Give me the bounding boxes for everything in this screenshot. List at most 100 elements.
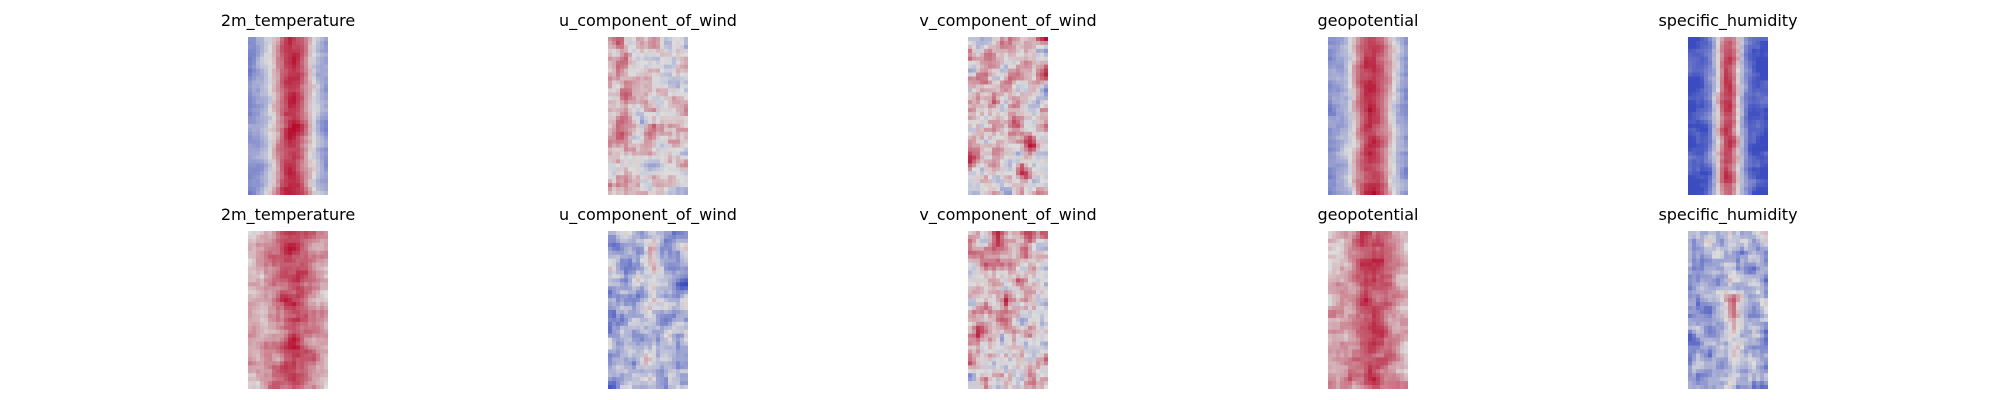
heatmap-cell	[1360, 167, 1365, 172]
heatmap-cell	[1732, 68, 1737, 73]
heatmap-cell	[1756, 64, 1761, 69]
heatmap-cell	[1392, 147, 1397, 152]
heatmap-cell	[1016, 52, 1021, 58]
heatmap-cell	[1376, 183, 1381, 188]
heatmap-cell	[664, 143, 669, 148]
heatmap-cell	[636, 238, 641, 244]
heatmap-cell	[1392, 183, 1397, 188]
heatmap-cell	[608, 139, 613, 145]
heatmap-cell	[1716, 104, 1721, 109]
heatmap-cell	[1736, 56, 1741, 62]
heatmap-cell	[676, 64, 681, 69]
heatmap-cell	[996, 163, 1001, 168]
heatmap-cell	[1016, 155, 1021, 160]
heatmap-cell	[1748, 37, 1753, 42]
heatmap-cell	[1380, 179, 1385, 184]
heatmap-cell	[624, 143, 629, 148]
heatmap-cell	[1392, 44, 1397, 50]
heatmap-cell	[1344, 92, 1349, 97]
heatmap-cell	[1764, 139, 1768, 145]
heatmap-cell	[976, 88, 981, 93]
heatmap-cell	[264, 365, 269, 370]
heatmap-cell	[1704, 37, 1709, 42]
heatmap-cell	[1384, 108, 1389, 113]
heatmap-cell	[1752, 151, 1757, 156]
heatmap-cell	[1352, 37, 1357, 42]
heatmap-cell	[320, 246, 325, 252]
heatmap-cell	[672, 231, 677, 236]
heatmap-cell	[308, 325, 313, 331]
heatmap-cell	[656, 167, 661, 172]
heatmap-cell	[1728, 56, 1733, 62]
heatmap-cell	[1708, 56, 1713, 62]
heatmap-cell	[1756, 76, 1761, 81]
heatmap-cell	[1728, 108, 1733, 113]
heatmap-cell	[252, 246, 257, 252]
heatmap-cell	[1388, 72, 1393, 77]
heatmap-cell	[1732, 116, 1737, 121]
heatmap-cell	[280, 369, 285, 374]
heatmap-cell	[264, 143, 269, 148]
heatmap-cell	[684, 92, 688, 97]
heatmap-cell	[1396, 112, 1401, 117]
heatmap-cell	[680, 231, 685, 236]
heatmap-cell	[300, 238, 305, 244]
heatmap-cell	[1720, 127, 1725, 133]
heatmap-cell	[1328, 112, 1333, 117]
heatmap-cell	[252, 96, 257, 101]
heatmap-cell	[680, 88, 685, 93]
heatmap-cell	[316, 167, 321, 172]
heatmap-cell	[1404, 44, 1408, 50]
heatmap-cell	[264, 68, 269, 73]
heatmap-cell	[1388, 56, 1393, 62]
heatmap-cell	[284, 270, 289, 275]
heatmap-cell	[248, 112, 253, 117]
heatmap-cell	[636, 175, 641, 180]
heatmap-cell	[1348, 108, 1353, 113]
heatmap-cell	[1696, 116, 1701, 121]
heatmap-cell	[1392, 175, 1397, 180]
heatmap-cell	[608, 96, 613, 101]
heatmap-cell	[1716, 108, 1721, 113]
heatmap-cell	[660, 234, 665, 240]
heatmap-cell	[1356, 64, 1361, 69]
heatmap-cell	[636, 246, 641, 252]
heatmap-cell	[284, 108, 289, 113]
heatmap-cell	[1752, 131, 1757, 137]
heatmap-cell	[1040, 139, 1045, 145]
heatmap-cell	[1040, 48, 1045, 54]
heatmap-cell	[676, 40, 681, 46]
heatmap-cell	[320, 44, 325, 50]
heatmap-cell	[1752, 52, 1757, 58]
heatmap-cell	[1008, 48, 1013, 54]
heatmap-cell	[608, 143, 613, 148]
heatmap-cell	[284, 306, 289, 311]
heatmap-cell	[972, 60, 977, 66]
heatmap-cell	[276, 72, 281, 77]
heatmap-cell	[616, 88, 621, 93]
heatmap-cell	[620, 191, 625, 195]
heatmap-cell	[1752, 104, 1757, 109]
heatmap-cell	[668, 131, 673, 137]
heatmap-cell	[672, 254, 677, 260]
heatmap-cell	[288, 48, 293, 54]
heatmap-cell	[1404, 119, 1408, 125]
heatmap-cell	[1000, 76, 1005, 81]
heatmap-cell	[968, 68, 973, 73]
heatmap-cell	[664, 108, 669, 113]
heatmap-cell	[628, 84, 633, 89]
heatmap-cell	[668, 167, 673, 172]
heatmap-cell	[1352, 171, 1357, 176]
heatmap-cell	[1380, 119, 1385, 125]
heatmap-cell	[1344, 84, 1349, 89]
heatmap-cell	[300, 171, 305, 176]
heatmap-cell	[1760, 76, 1765, 81]
heatmap-cell	[252, 127, 257, 133]
heatmap-cell	[672, 183, 677, 188]
heatmap-cell	[1688, 163, 1693, 168]
heatmap-cell	[1040, 40, 1045, 46]
heatmap-cell	[1028, 44, 1033, 50]
heatmap-cell	[1032, 80, 1037, 85]
heatmap-cell	[1692, 187, 1697, 192]
heatmap-cell	[272, 353, 277, 358]
